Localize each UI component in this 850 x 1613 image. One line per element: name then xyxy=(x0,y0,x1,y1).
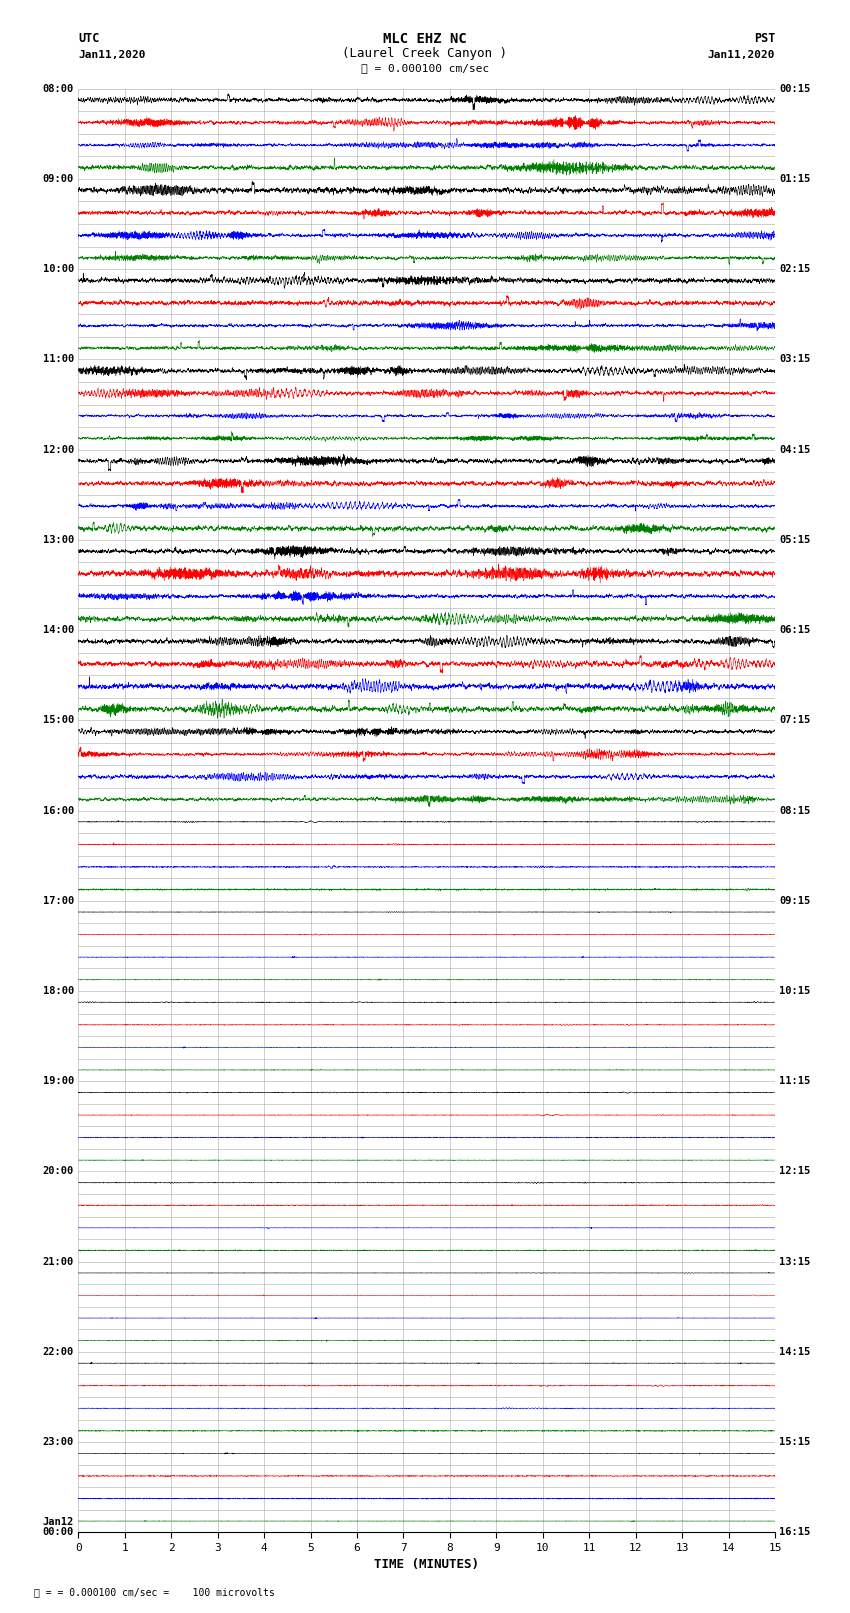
Text: 08:15: 08:15 xyxy=(779,805,811,816)
Text: Jan11,2020: Jan11,2020 xyxy=(78,50,145,60)
Text: 08:00: 08:00 xyxy=(42,84,74,94)
Text: ⎸ = 0.000100 cm/sec: ⎸ = 0.000100 cm/sec xyxy=(361,63,489,73)
Text: 03:15: 03:15 xyxy=(779,355,811,365)
Text: 19:00: 19:00 xyxy=(42,1076,74,1086)
Text: 04:15: 04:15 xyxy=(779,445,811,455)
Text: (Laurel Creek Canyon ): (Laurel Creek Canyon ) xyxy=(343,47,507,60)
Text: 00:00: 00:00 xyxy=(42,1528,74,1537)
Text: PST: PST xyxy=(754,32,775,45)
X-axis label: TIME (MINUTES): TIME (MINUTES) xyxy=(374,1558,479,1571)
Text: 20:00: 20:00 xyxy=(42,1166,74,1176)
Text: Jan11,2020: Jan11,2020 xyxy=(708,50,775,60)
Text: 07:15: 07:15 xyxy=(779,715,811,726)
Text: UTC: UTC xyxy=(78,32,99,45)
Text: 11:00: 11:00 xyxy=(42,355,74,365)
Text: 14:15: 14:15 xyxy=(779,1347,811,1357)
Text: 02:15: 02:15 xyxy=(779,265,811,274)
Text: 10:00: 10:00 xyxy=(42,265,74,274)
Text: 11:15: 11:15 xyxy=(779,1076,811,1086)
Text: 15:15: 15:15 xyxy=(779,1437,811,1447)
Text: 22:00: 22:00 xyxy=(42,1347,74,1357)
Text: 16:00: 16:00 xyxy=(42,805,74,816)
Text: Jan12: Jan12 xyxy=(42,1516,74,1528)
Text: 09:00: 09:00 xyxy=(42,174,74,184)
Text: 13:00: 13:00 xyxy=(42,536,74,545)
Text: 13:15: 13:15 xyxy=(779,1257,811,1266)
Text: 18:00: 18:00 xyxy=(42,986,74,995)
Text: 01:15: 01:15 xyxy=(779,174,811,184)
Text: 06:15: 06:15 xyxy=(779,626,811,636)
Text: 21:00: 21:00 xyxy=(42,1257,74,1266)
Text: 05:15: 05:15 xyxy=(779,536,811,545)
Text: 17:00: 17:00 xyxy=(42,895,74,907)
Text: ⎸ = = 0.000100 cm/sec =    100 microvolts: ⎸ = = 0.000100 cm/sec = 100 microvolts xyxy=(34,1587,275,1597)
Text: 14:00: 14:00 xyxy=(42,626,74,636)
Text: 10:15: 10:15 xyxy=(779,986,811,995)
Text: 00:15: 00:15 xyxy=(779,84,811,94)
Text: 16:15: 16:15 xyxy=(779,1528,811,1537)
Text: 15:00: 15:00 xyxy=(42,715,74,726)
Text: 12:00: 12:00 xyxy=(42,445,74,455)
Text: MLC EHZ NC: MLC EHZ NC xyxy=(383,32,467,47)
Text: 09:15: 09:15 xyxy=(779,895,811,907)
Text: 12:15: 12:15 xyxy=(779,1166,811,1176)
Text: 23:00: 23:00 xyxy=(42,1437,74,1447)
